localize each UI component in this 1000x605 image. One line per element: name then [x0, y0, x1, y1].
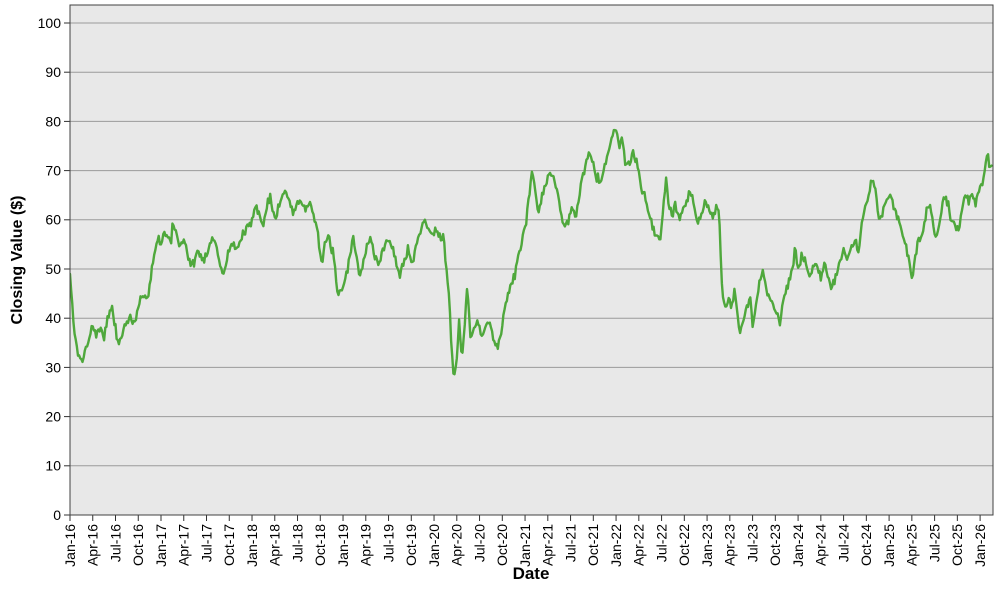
y-axis-tick-labels: 0 10 20 30 40 50 60 70 80 90 100: [38, 15, 62, 523]
x-tick-label: Jul-16: [107, 524, 123, 562]
x-tick-label: Jul-18: [289, 524, 305, 562]
x-tick-label: Jan-22: [608, 524, 624, 567]
x-tick-label: Jul-19: [380, 524, 396, 562]
y-tick-label: 60: [45, 212, 61, 228]
x-tick-label: Apr-22: [631, 524, 647, 566]
x-tick-label: Apr-25: [904, 524, 920, 566]
y-tick-label: 20: [45, 409, 61, 425]
x-tick-label: Jul-20: [471, 524, 487, 562]
y-tick-label: 100: [38, 15, 62, 31]
x-axis-ticks: [69, 515, 981, 521]
x-tick-label: Jan-16: [62, 524, 78, 567]
x-tick-label: Jul-21: [562, 524, 578, 562]
x-tick-label: Oct-23: [767, 524, 783, 566]
x-tick-label: Apr-24: [813, 524, 829, 566]
x-tick-label: Oct-19: [403, 524, 419, 566]
x-tick-label: Oct-18: [312, 524, 328, 566]
x-tick-label: Apr-16: [85, 524, 101, 566]
x-axis-tick-labels: Jan-16 Apr-16 Jul-16 Oct-16 Jan-17 Apr-17 Jul-…: [62, 524, 988, 567]
y-tick-label: 10: [45, 458, 61, 474]
x-tick-label: Oct-24: [858, 524, 874, 566]
x-tick-label: Oct-20: [494, 524, 510, 566]
x-tick-label: Jan-26: [972, 524, 988, 567]
x-tick-label: Jan-17: [153, 524, 169, 567]
x-tick-label: Apr-18: [267, 524, 283, 566]
plot-border: [69, 4, 994, 516]
x-tick-label: Jan-19: [335, 524, 351, 567]
x-tick-label: Jan-25: [881, 524, 897, 567]
gridlines: [70, 22, 993, 467]
x-tick-label: Oct-17: [221, 524, 237, 566]
x-tick-label: Apr-20: [449, 524, 465, 566]
y-tick-label: 0: [53, 507, 61, 523]
y-tick-label: 90: [45, 64, 61, 80]
y-axis-title: Closing Value ($): [9, 196, 26, 325]
x-tick-label: Jul-24: [835, 524, 851, 562]
x-axis-title: Date: [513, 564, 550, 583]
y-tick-label: 80: [45, 113, 61, 129]
x-tick-label: Jul-23: [744, 524, 760, 562]
x-tick-label: Jan-24: [790, 524, 806, 567]
x-tick-label: Oct-22: [676, 524, 692, 566]
y-tick-label: 70: [45, 163, 61, 179]
x-tick-label: Jan-21: [517, 524, 533, 567]
y-tick-label: 50: [45, 261, 61, 277]
x-tick-label: Jan-18: [244, 524, 260, 567]
x-tick-label: Apr-21: [540, 524, 556, 566]
y-tick-label: 40: [45, 310, 61, 326]
x-tick-label: Apr-23: [722, 524, 738, 566]
x-tick-label: Jan-23: [699, 524, 715, 567]
plot-area: [70, 5, 993, 515]
y-tick-label: 30: [45, 359, 61, 375]
x-tick-label: Jul-22: [653, 524, 669, 562]
x-tick-label: Apr-19: [358, 524, 374, 566]
x-tick-label: Apr-17: [176, 524, 192, 566]
x-tick-label: Jul-17: [198, 524, 214, 562]
y-axis-ticks: [64, 22, 70, 516]
x-tick-label: Jan-20: [426, 524, 442, 567]
x-tick-label: Jul-25: [927, 524, 943, 562]
x-tick-label: Oct-25: [949, 524, 965, 566]
x-tick-label: Oct-21: [585, 524, 601, 566]
closing-value-line: [70, 128, 993, 376]
x-tick-label: Oct-16: [130, 524, 146, 566]
